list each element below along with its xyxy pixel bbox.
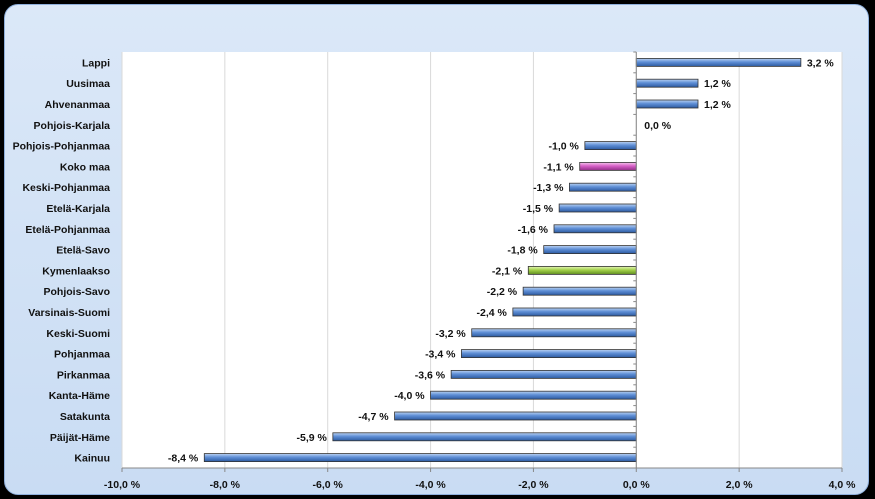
data-label: -2,4 %	[476, 307, 507, 319]
category-label: Etelä-Savo	[56, 245, 110, 257]
data-label: -3,6 %	[415, 369, 446, 381]
data-label: -1,6 %	[518, 224, 549, 236]
category-label: Varsinais-Suomi	[28, 307, 110, 319]
data-label: -2,2 %	[487, 286, 518, 298]
data-label: -1,1 %	[543, 161, 574, 173]
data-label: -1,5 %	[523, 203, 554, 215]
x-tick-label: -8,0 %	[210, 479, 241, 491]
bar	[635, 78, 699, 88]
data-label: -1,0 %	[548, 141, 579, 153]
data-label: 1,2 %	[704, 99, 732, 111]
bar	[430, 390, 637, 400]
bar	[461, 349, 637, 359]
data-label: -5,9 %	[296, 432, 327, 444]
data-label: 0,0 %	[644, 120, 672, 132]
bar	[635, 58, 802, 67]
category-label: Koko maa	[60, 161, 110, 173]
data-label: -1,8 %	[507, 245, 538, 257]
bar	[450, 369, 637, 379]
category-label: Ahvenanmaa	[45, 99, 111, 111]
category-label: Etelä-Pohjanmaa	[25, 224, 110, 236]
category-label: Pohjois-Pohjanmaa	[13, 141, 111, 153]
bar	[471, 328, 637, 338]
bar	[332, 432, 637, 442]
category-label: Lappi	[82, 57, 110, 69]
data-label: 3,2 %	[807, 57, 835, 69]
bar	[558, 203, 637, 213]
bar	[569, 182, 637, 192]
x-tick-label: 4,0 %	[829, 479, 857, 491]
bar	[527, 265, 637, 275]
plot-area	[122, 52, 842, 468]
category-label: Kymenlaakso	[42, 265, 110, 277]
bar	[522, 286, 637, 296]
x-tick-label: -4,0 %	[415, 479, 446, 491]
data-label: -4,0 %	[394, 390, 425, 402]
data-label: -1,3 %	[533, 182, 564, 194]
category-label: Pohjois-Karjala	[34, 120, 111, 132]
bar	[394, 411, 637, 421]
x-tick-label: -2,0 %	[518, 479, 549, 491]
data-label: 1,2 %	[704, 78, 732, 90]
category-label: Kanta-Häme	[49, 390, 110, 402]
x-tick-label: 0,0 %	[623, 479, 651, 491]
x-tick-label: 2,0 %	[726, 479, 754, 491]
data-label: -4,7 %	[358, 411, 389, 423]
bar	[635, 99, 699, 109]
bar	[579, 161, 637, 171]
category-label: Kainuu	[74, 453, 110, 465]
bar	[553, 224, 637, 234]
bar	[512, 307, 637, 317]
data-label: -3,2 %	[435, 328, 466, 340]
x-tick-label: -10,0 %	[104, 479, 141, 491]
bar	[543, 245, 637, 255]
category-label: Uusimaa	[66, 78, 110, 90]
category-label: Pirkanmaa	[57, 369, 110, 381]
data-label: -8,4 %	[168, 453, 199, 465]
bar	[584, 141, 637, 151]
category-label: Pohjois-Savo	[43, 286, 110, 298]
category-label: Päijät-Häme	[50, 432, 110, 444]
category-label: Keski-Suomi	[46, 328, 110, 340]
x-tick-label: -6,0 %	[313, 479, 344, 491]
data-label: -2,1 %	[492, 265, 523, 277]
category-label: Keski-Pohjanmaa	[22, 182, 110, 194]
bar	[203, 453, 637, 463]
category-label: Satakunta	[60, 411, 110, 423]
category-label: Pohjanmaa	[54, 349, 110, 361]
data-label: -3,4 %	[425, 349, 456, 361]
category-label: Etelä-Karjala	[46, 203, 110, 215]
